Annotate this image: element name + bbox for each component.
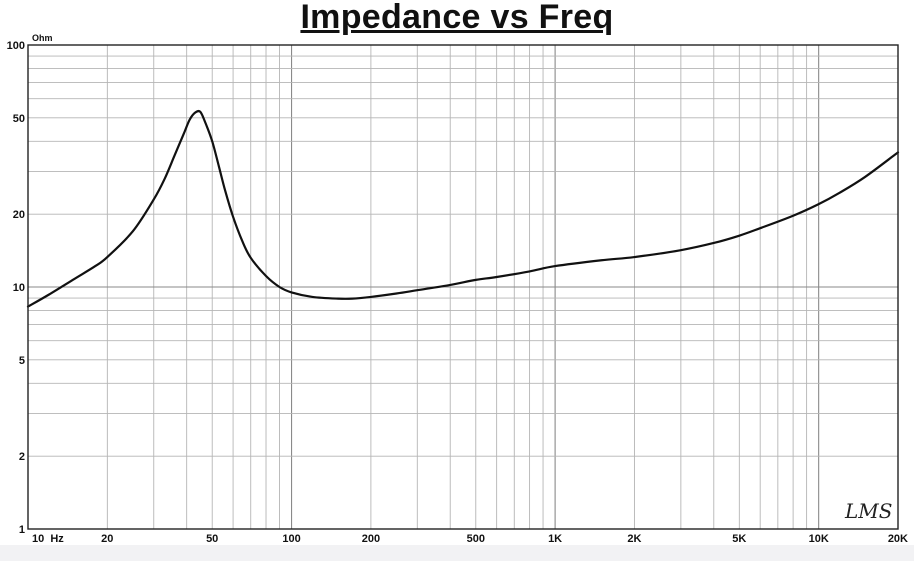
- y-tick-labels: 1 2 5 10 20 50 100: [7, 40, 25, 536]
- impedance-curve: [26, 109, 900, 308]
- chart-title: Impedance vs Freq: [300, 0, 614, 36]
- x-tick-label: 50: [206, 533, 218, 545]
- x-tick-label: 20K: [888, 533, 908, 545]
- x-tick-label: 500: [467, 533, 485, 545]
- grid-lines: [28, 45, 898, 529]
- y-tick-label: 50: [13, 113, 25, 125]
- y-axis-unit-label: Ohm: [32, 33, 53, 43]
- lms-watermark: LMS: [844, 499, 892, 523]
- x-tick-label: 20: [101, 533, 113, 545]
- plot-frame: [27, 44, 899, 530]
- x-tick-label: 1K: [548, 533, 562, 545]
- y-tick-label: 100: [7, 40, 25, 52]
- x-tick-label: 5K: [732, 533, 746, 545]
- series-lines: [26, 109, 900, 308]
- x-tick-label: 10 Hz: [32, 533, 64, 545]
- x-tick-label: 10K: [809, 533, 829, 545]
- y-tick-label: 5: [19, 355, 25, 367]
- y-tick-label: 2: [19, 451, 25, 463]
- x-tick-label: 100: [282, 533, 300, 545]
- x-tick-labels: 10 Hz 20 50 100 200 500 1K 2K 5K 10K 20K: [32, 533, 908, 545]
- y-tick-label: 20: [13, 209, 25, 221]
- x-tick-label: 200: [362, 533, 380, 545]
- y-tick-label: 1: [19, 524, 25, 536]
- y-tick-label: 10: [13, 282, 25, 294]
- bottom-strip: [0, 545, 914, 561]
- x-tick-label: 2K: [627, 533, 641, 545]
